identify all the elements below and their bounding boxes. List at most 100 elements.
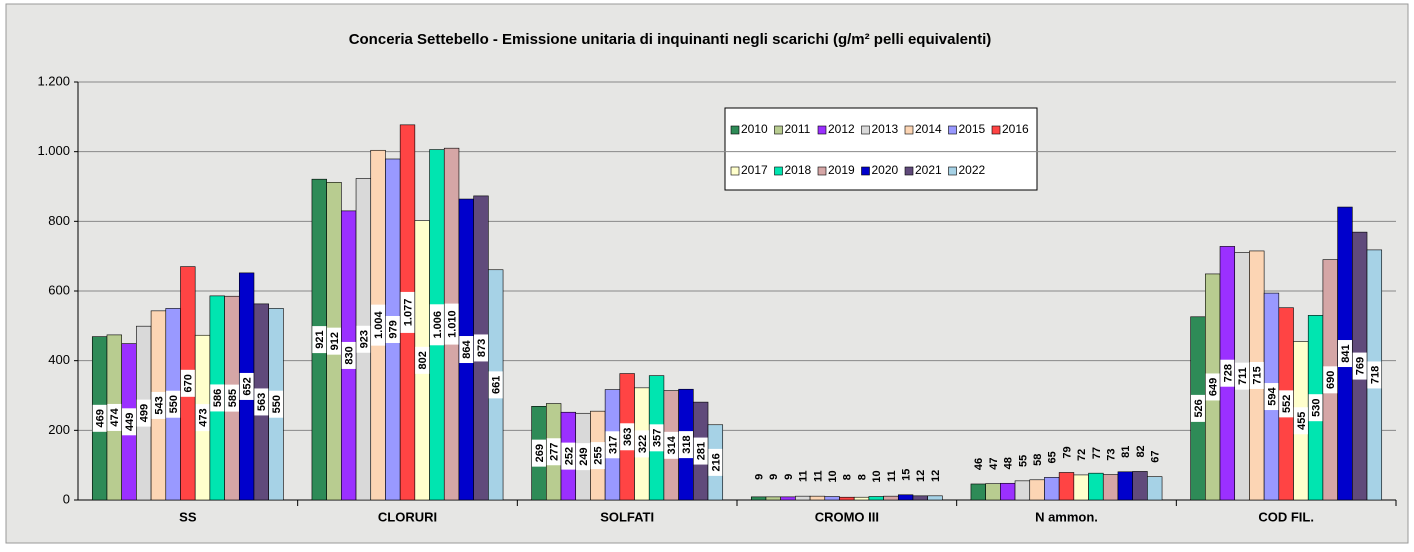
value-label: 526: [1193, 399, 1205, 417]
value-label-box: [444, 303, 459, 345]
value-label: 8: [856, 474, 868, 480]
value-label-group: 55: [1017, 455, 1029, 467]
bar: [853, 496, 870, 501]
value-label-group: 277: [546, 438, 561, 466]
value-label-box: [459, 336, 474, 364]
value-label: 77: [1091, 447, 1103, 459]
value-label-group: 563: [254, 388, 269, 416]
value-label: 58: [1032, 454, 1044, 466]
value-label-box: [1220, 359, 1235, 387]
y-tick-label: 1.000: [37, 143, 70, 158]
bar: [927, 495, 943, 501]
value-label: 585: [227, 389, 239, 407]
value-label-group: 670: [180, 369, 195, 397]
value-label-box: [1293, 407, 1308, 435]
value-label-group: 873: [474, 334, 489, 362]
value-label: 357: [651, 429, 663, 447]
bar: [1088, 472, 1104, 501]
value-label: 11: [798, 470, 810, 482]
value-label: 550: [168, 395, 180, 413]
value-label: 269: [534, 444, 546, 462]
value-label-box: [195, 404, 210, 432]
value-label-group: 65: [1047, 451, 1059, 463]
value-label-box: [415, 346, 430, 374]
x-tick-label: CROMO III: [815, 509, 879, 524]
value-label: 718: [1369, 366, 1381, 384]
value-label-group: 912: [326, 327, 341, 355]
value-label-group: 363: [620, 423, 635, 451]
value-label-box: [1308, 394, 1323, 422]
value-label-box: [1323, 366, 1338, 394]
value-label: 252: [563, 447, 575, 465]
value-label-box: [576, 443, 591, 471]
value-label-group: 216: [708, 448, 723, 476]
x-tick-label: SS: [179, 509, 197, 524]
value-label: 47: [988, 458, 1000, 470]
value-label-box: [546, 438, 561, 466]
value-label: 769: [1355, 357, 1367, 375]
value-label: 594: [1266, 386, 1278, 405]
value-label-box: [1205, 373, 1220, 401]
value-label: 11: [886, 470, 898, 482]
value-label-box: [474, 334, 489, 362]
value-label: 48: [1003, 457, 1015, 469]
value-label-group: 79: [1061, 446, 1073, 458]
bar: [1132, 471, 1148, 501]
value-label-group: 449: [122, 408, 137, 436]
value-label-group: 1.006: [429, 304, 444, 346]
value-label-box: [107, 403, 122, 431]
value-label-group: 12: [930, 470, 942, 482]
legend-label: 2015: [959, 122, 986, 136]
x-tick-label: SOLFATI: [600, 509, 654, 524]
value-label-box: [151, 391, 166, 419]
value-label: 12: [930, 470, 942, 482]
y-tick-label: 200: [48, 422, 70, 437]
value-label: 255: [593, 446, 605, 464]
value-label-group: 1.010: [444, 303, 459, 345]
value-label-box: [371, 304, 386, 346]
value-label: 322: [637, 435, 649, 453]
bar: [1014, 480, 1031, 501]
chart-title: Conceria Settebello - Emissione unitaria…: [349, 31, 992, 48]
legend-swatch: [861, 166, 870, 176]
value-label-box: [326, 327, 341, 355]
value-label: 1.006: [432, 311, 444, 339]
value-label: 317: [607, 436, 619, 454]
legend-label: 2021: [915, 163, 942, 177]
value-label-group: 255: [590, 442, 605, 470]
value-label: 728: [1222, 364, 1234, 382]
value-label-box: [92, 404, 107, 432]
value-label: 1.004: [373, 310, 385, 338]
value-label: 923: [358, 330, 370, 348]
value-label-box: [1190, 394, 1205, 422]
value-label-group: 550: [269, 390, 284, 418]
value-label: 12: [915, 470, 927, 482]
bar: [839, 496, 855, 501]
value-label-box: [385, 315, 400, 343]
y-tick-label: 400: [48, 352, 70, 367]
legend-label: 2018: [785, 163, 812, 177]
value-label: 873: [476, 339, 488, 357]
value-label: 499: [139, 404, 151, 422]
bar: [1117, 471, 1133, 501]
bar: [795, 495, 811, 501]
y-tick-label: 800: [48, 213, 70, 228]
value-label-group: 269: [531, 439, 546, 467]
value-label-box: [1279, 390, 1294, 418]
value-label: 65: [1047, 451, 1059, 463]
value-label: 661: [491, 376, 503, 394]
value-label: 249: [578, 447, 590, 465]
value-label-box: [678, 431, 693, 459]
value-label-group: 830: [341, 341, 356, 369]
value-label-group: 281: [693, 437, 708, 465]
value-label-group: 649: [1205, 373, 1220, 401]
value-label: 79: [1061, 446, 1073, 458]
value-label: 690: [1325, 371, 1337, 389]
value-label-group: 47: [988, 458, 1000, 470]
bar: [809, 495, 826, 501]
value-label-group: 473: [195, 404, 210, 432]
legend-label: 2022: [959, 163, 986, 177]
value-label-group: 841: [1337, 340, 1352, 368]
value-label-box: [312, 326, 327, 354]
value-label-group: 10: [871, 470, 883, 482]
